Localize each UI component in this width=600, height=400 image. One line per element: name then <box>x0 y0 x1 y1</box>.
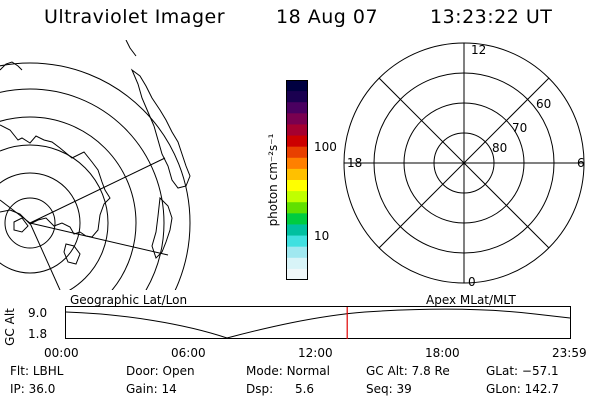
colorbar-unit-label: photon cm⁻²s⁻¹ <box>266 133 280 227</box>
status-ip: IP: 36.0 <box>10 382 55 396</box>
hour-label-18: 18 <box>347 156 362 170</box>
timeline-y-tick: 1.8 <box>28 327 48 341</box>
coastline <box>130 68 191 189</box>
hour-label-6: 6 <box>577 156 585 170</box>
colorbar-band <box>286 224 308 237</box>
coastline <box>63 243 81 265</box>
colorbar-band <box>286 202 308 214</box>
status-value: 36.0 <box>28 382 56 396</box>
meridian-line <box>29 222 61 290</box>
colorbar-band <box>286 146 308 159</box>
hour-label-12: 12 <box>471 43 486 57</box>
status-value: LBHL <box>32 364 64 378</box>
colorbar-band <box>286 135 308 148</box>
status-label: Mode: <box>246 364 283 378</box>
hour-label-0: 0 <box>468 275 476 289</box>
colorbar-band <box>286 102 308 114</box>
colorbar-tick-label: 10 <box>314 229 330 243</box>
timeline-right-title: Apex MLat/MLT <box>426 293 516 307</box>
lat-circle <box>0 144 109 290</box>
status-value: 142.7 <box>524 382 559 396</box>
timeline-left-title: Geographic Lat/Lon <box>70 293 188 307</box>
status-value: −57.1 <box>521 364 559 378</box>
status-door: Door: Open <box>126 364 195 378</box>
timeline-x-tick: 18:00 <box>425 346 460 360</box>
status-label: Dsp: <box>246 382 274 396</box>
status-glon: GLon: 142.7 <box>486 382 559 396</box>
polar-plot: 12 18 6 0 60 70 80 <box>343 42 585 289</box>
mlat-label-60: 60 <box>536 97 551 111</box>
status-value: Normal <box>286 364 330 378</box>
status-label: Flt: <box>10 364 29 378</box>
status-label: Gain: <box>126 382 158 396</box>
lat-circle <box>4 197 56 249</box>
lat-circle <box>0 172 81 274</box>
colorbar-band <box>286 157 308 170</box>
colorbar-frame <box>286 80 308 280</box>
mlat-label-80: 80 <box>492 141 507 155</box>
diagonal-line <box>378 77 550 249</box>
status-label: Seq: <box>366 382 393 396</box>
meridian-line <box>29 222 169 256</box>
status-value: 7.8 Re <box>411 364 450 378</box>
status-mode: Mode: Normal <box>246 364 330 378</box>
colorbar-band <box>286 235 308 248</box>
coastline <box>0 61 23 71</box>
status-label: GLon: <box>486 382 521 396</box>
timeline-frame <box>65 306 571 339</box>
status-value: 14 <box>161 382 177 396</box>
status-label: GLat: <box>486 364 519 378</box>
geographic-map <box>0 40 191 290</box>
coastline <box>151 196 173 259</box>
colorbar-band <box>286 213 308 225</box>
colorbar-band <box>286 257 308 270</box>
colorbar-band <box>286 246 308 259</box>
intensity-colorbar <box>286 80 308 280</box>
colorbar-band <box>286 191 308 203</box>
observation-date: 18 Aug 07 <box>276 6 379 28</box>
timeline-x-tick: 06:00 <box>171 346 206 360</box>
status-value: Open <box>162 364 195 378</box>
timeline-y-tick: 9.0 <box>28 306 48 320</box>
status-label: IP: <box>10 382 25 396</box>
lat-circle <box>0 62 191 290</box>
altitude-timeline <box>65 306 571 339</box>
colorbar-band <box>286 113 308 125</box>
colorbar-band <box>286 168 308 181</box>
colorbar-tick-label: 100 <box>314 140 337 154</box>
status-label: Door: <box>126 364 159 378</box>
colorbar-band <box>286 80 308 92</box>
coastline <box>125 40 137 57</box>
colorbar-band <box>286 180 308 192</box>
colorbar-band <box>286 124 308 137</box>
timeline-x-tick: 12:00 <box>298 346 333 360</box>
timeline-x-tick: 23:59 <box>552 346 587 360</box>
status-gain: Gain: 14 <box>126 382 177 396</box>
timeline-y-axis-label: GC Alt <box>3 308 17 346</box>
coastline <box>13 217 29 233</box>
status-value: 5.6 <box>294 382 315 396</box>
lat-circle <box>0 88 165 290</box>
status-label: GC Alt: <box>366 364 408 378</box>
colorbar-band <box>286 91 308 103</box>
status-gc-alt: GC Alt: 7.8 Re <box>366 364 450 378</box>
timeline-x-tick: 00:00 <box>44 346 79 360</box>
observation-time: 13:23:22 UT <box>430 6 553 28</box>
altitude-curve <box>65 308 571 339</box>
status-value: 39 <box>396 382 412 396</box>
mlat-label-70: 70 <box>512 121 527 135</box>
status-filter: Flt: LBHL <box>10 364 63 378</box>
instrument-title: Ultraviolet Imager <box>44 6 226 28</box>
colorbar-band <box>286 268 308 280</box>
lat-circle <box>0 116 137 290</box>
status-seq: Seq: 39 <box>366 382 412 396</box>
status-dsp: Dsp: 5.6 <box>246 382 314 396</box>
status-glat: GLat: −57.1 <box>486 364 559 378</box>
coastline <box>0 124 111 238</box>
meridian-line <box>29 157 166 224</box>
